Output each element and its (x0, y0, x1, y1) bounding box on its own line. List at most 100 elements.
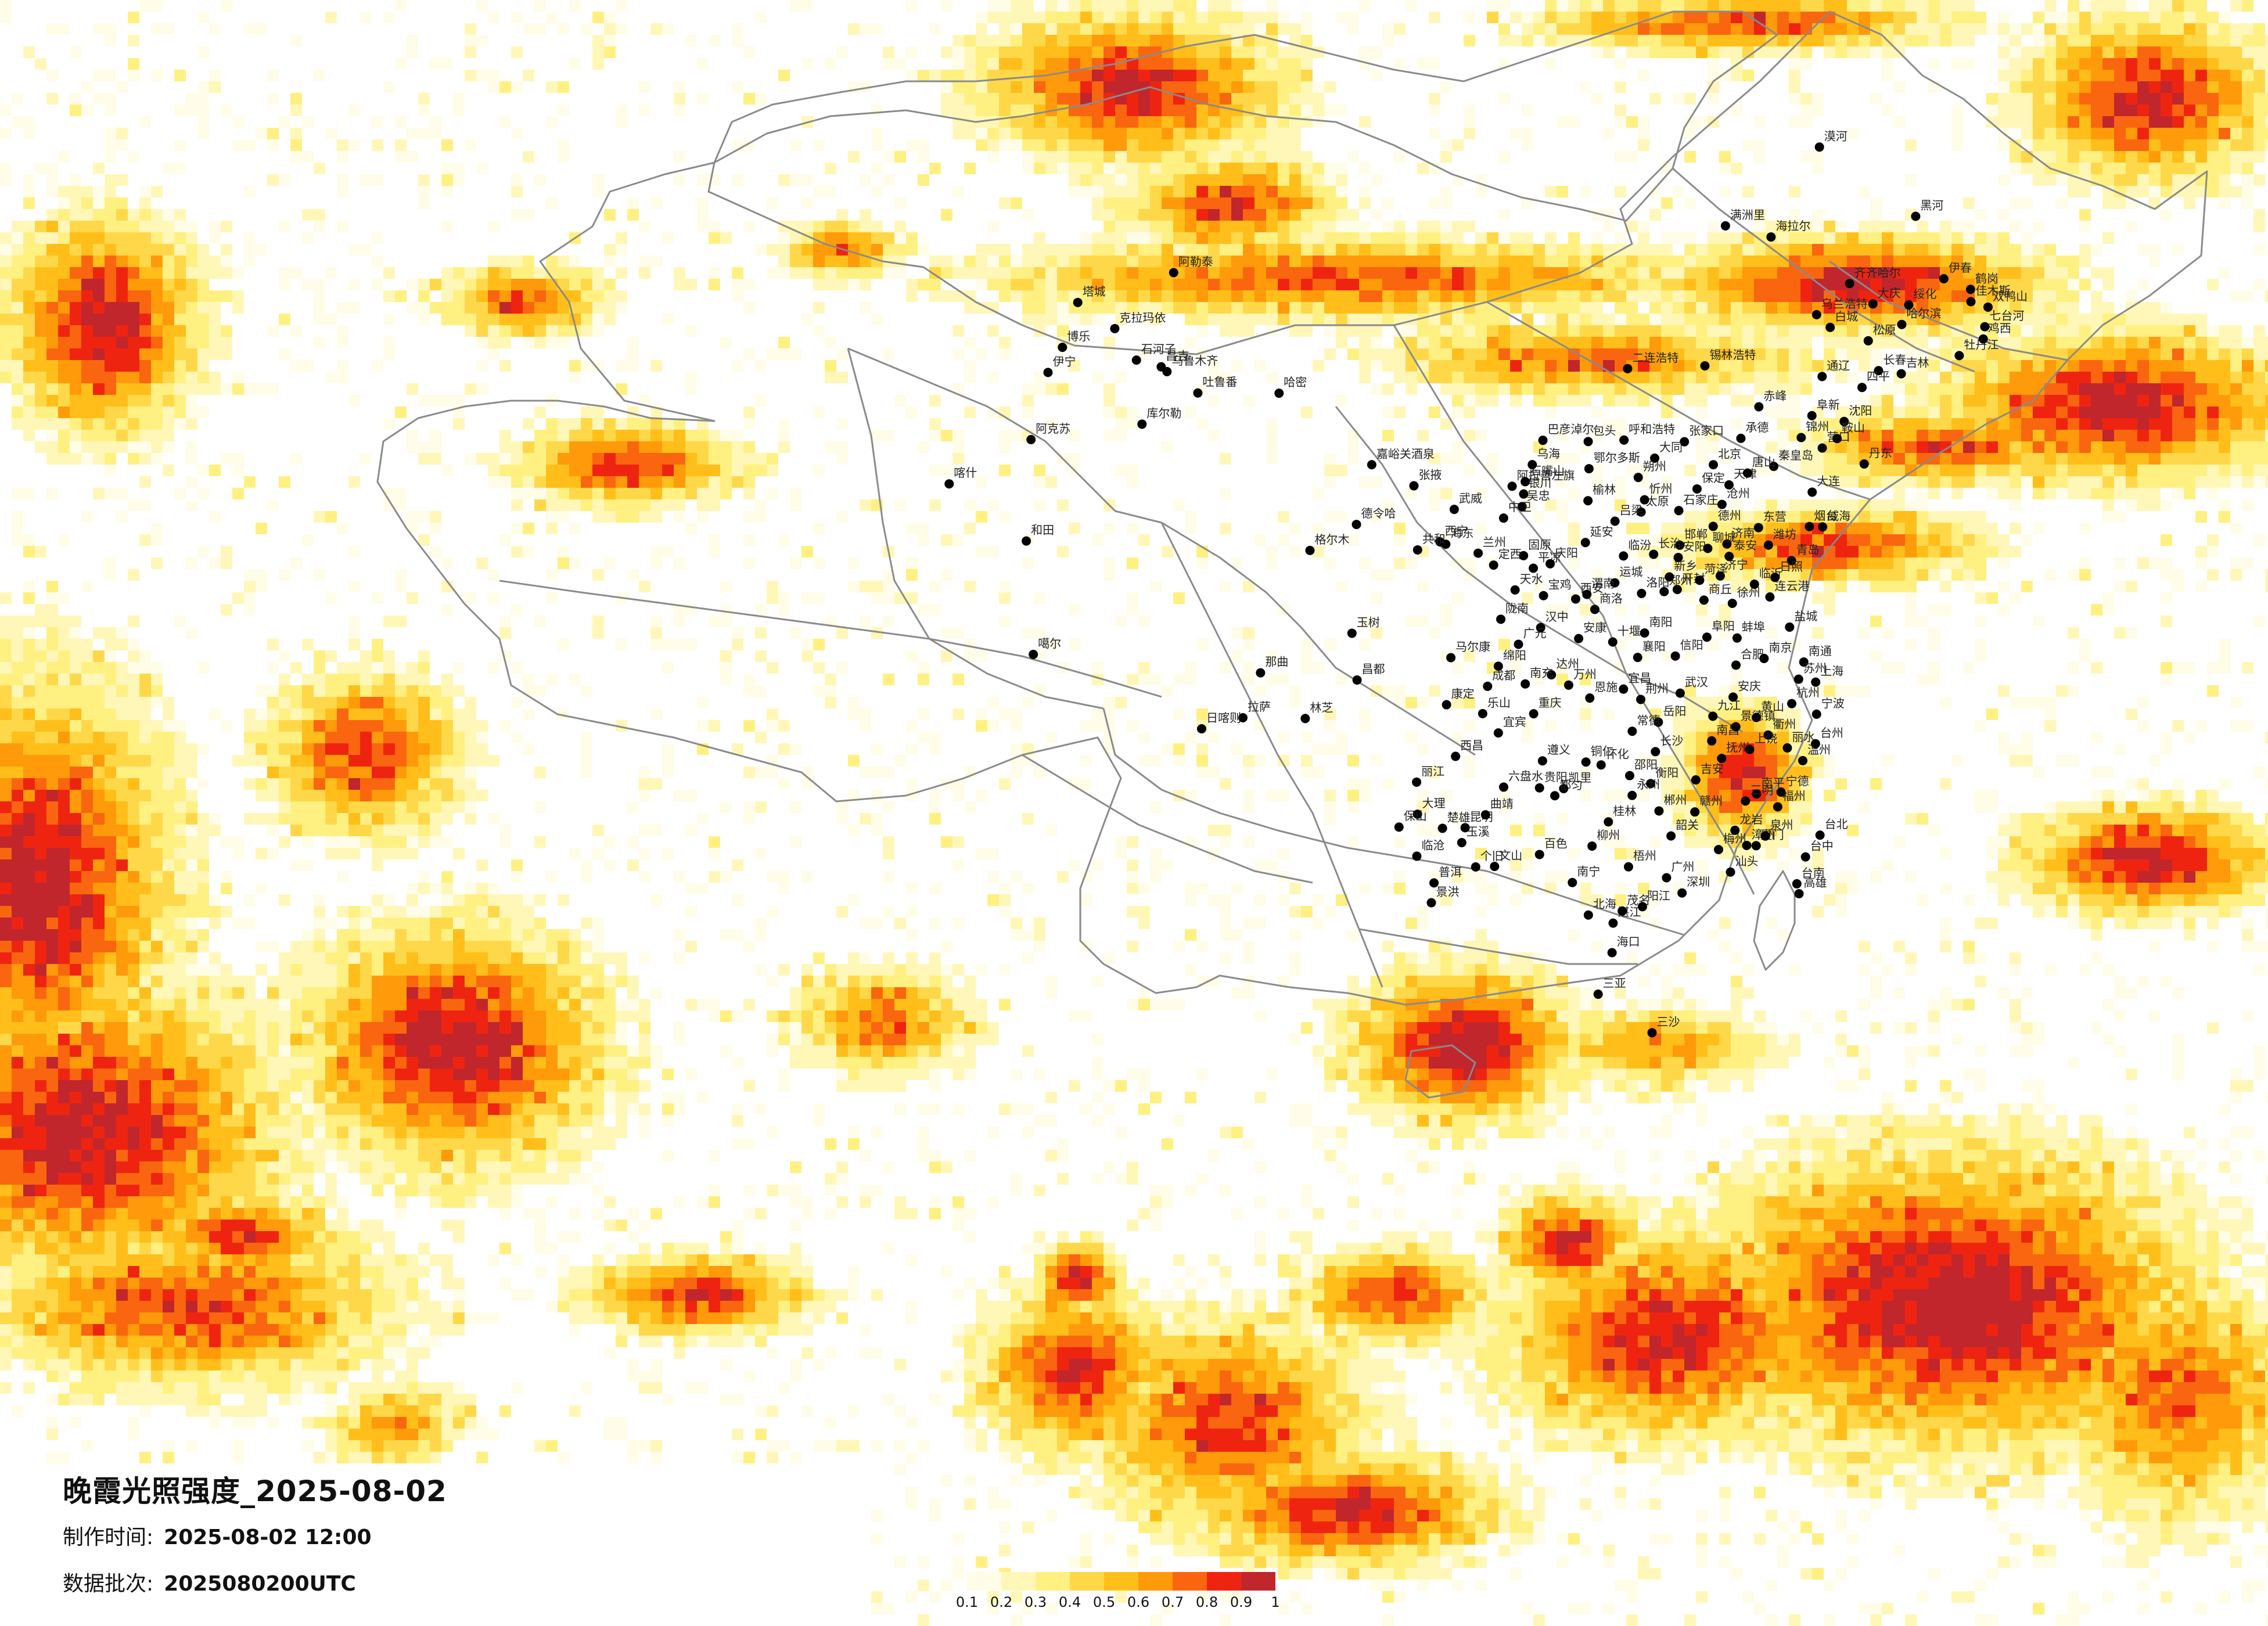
raster-cell (860, 232, 871, 244)
raster-cell (1208, 163, 1220, 174)
raster-cell (116, 209, 128, 221)
raster-cell (1150, 0, 1162, 12)
raster-cell (2242, 35, 2253, 46)
raster-cell (2207, 395, 2219, 406)
raster-cell (999, 23, 1011, 35)
raster-cell (1429, 290, 1440, 302)
raster-cell (1289, 174, 1301, 186)
raster-cell (2242, 383, 2253, 395)
raster-cell (1406, 279, 1417, 290)
raster-cell (488, 302, 499, 314)
raster-cell (2149, 46, 2161, 58)
raster-cell (1893, 499, 1905, 511)
raster-cell (848, 221, 860, 232)
raster-cell (1789, 81, 1800, 93)
raster-cell (46, 232, 58, 244)
raster-cell (2149, 70, 2161, 81)
raster-cell (1638, 523, 1649, 534)
raster-cell (1371, 279, 1382, 290)
raster-cell (581, 325, 592, 337)
raster-cell (197, 116, 209, 128)
raster-cell (256, 523, 267, 534)
raster-cell (1731, 105, 1742, 116)
raster-cell (279, 221, 290, 232)
raster-cell (1150, 232, 1162, 244)
raster-cell (1440, 488, 1452, 499)
raster-cell (2195, 186, 2207, 197)
raster-cell (523, 488, 534, 499)
raster-cell (616, 453, 627, 465)
raster-cell (116, 627, 128, 639)
raster-cell (1626, 325, 1638, 337)
raster-cell (1615, 105, 1626, 116)
raster-cell (941, 267, 953, 279)
raster-cell (1975, 453, 1986, 465)
raster-cell (1440, 360, 1452, 372)
raster-cell (499, 616, 511, 627)
raster-cell (2056, 488, 2068, 499)
raster-cell (1080, 314, 1092, 325)
raster-cell (1440, 279, 1452, 290)
raster-cell (1742, 279, 1754, 290)
raster-cell (2184, 453, 2195, 465)
raster-cell (1127, 604, 1138, 616)
raster-cell (1429, 348, 1440, 360)
raster-cell (836, 418, 848, 430)
raster-cell (1324, 453, 1336, 465)
raster-cell (813, 325, 825, 337)
raster-cell (1173, 23, 1185, 35)
raster-cell (1824, 592, 1835, 604)
raster-cell (1917, 383, 1928, 395)
raster-cell (81, 441, 93, 453)
raster-cell (465, 290, 476, 302)
raster-cell (1406, 244, 1417, 256)
raster-cell (1347, 267, 1359, 279)
raster-cell (1150, 267, 1162, 279)
raster-cell (58, 395, 70, 406)
raster-cell (1928, 523, 1940, 534)
raster-cell (1162, 441, 1173, 453)
raster-cell (1673, 0, 1684, 12)
raster-cell (999, 35, 1011, 46)
raster-cell (1359, 302, 1371, 314)
raster-cell (1800, 93, 1812, 105)
raster-cell (2219, 453, 2230, 465)
raster-cell (2184, 116, 2195, 128)
raster-cell (987, 35, 999, 46)
raster-cell (1731, 244, 1742, 256)
raster-cell (0, 348, 12, 360)
raster-cell (1092, 314, 1104, 325)
raster-cell (674, 93, 685, 105)
raster-cell (1928, 267, 1940, 279)
raster-cell (35, 360, 46, 372)
raster-cell (1150, 139, 1162, 151)
raster-cell (650, 430, 662, 441)
raster-cell (1940, 383, 1951, 395)
raster-cell (511, 523, 523, 534)
raster-cell (2161, 35, 2172, 46)
raster-cell (1870, 232, 1882, 244)
raster-cell (488, 453, 499, 465)
raster-cell (2219, 23, 2230, 35)
raster-cell (778, 70, 790, 81)
raster-cell (1464, 557, 1475, 569)
raster-cell (465, 267, 476, 279)
raster-cell (2161, 372, 2172, 383)
raster-cell (929, 395, 941, 406)
raster-cell (1522, 197, 1533, 209)
raster-cell (499, 476, 511, 488)
raster-cell (1208, 197, 1220, 209)
raster-cell (2079, 395, 2091, 406)
raster-cell (929, 256, 941, 267)
raster-cell (2033, 314, 2044, 325)
raster-cell (1800, 0, 1812, 12)
raster-cell (2253, 453, 2265, 465)
raster-cell (1185, 511, 1196, 523)
raster-cell (1800, 372, 1812, 383)
raster-cell (1684, 93, 1696, 105)
raster-cell (0, 627, 12, 639)
raster-cell (1092, 23, 1104, 35)
raster-cell (1057, 256, 1069, 267)
raster-cell (1429, 337, 1440, 348)
raster-cell (2021, 418, 2033, 430)
